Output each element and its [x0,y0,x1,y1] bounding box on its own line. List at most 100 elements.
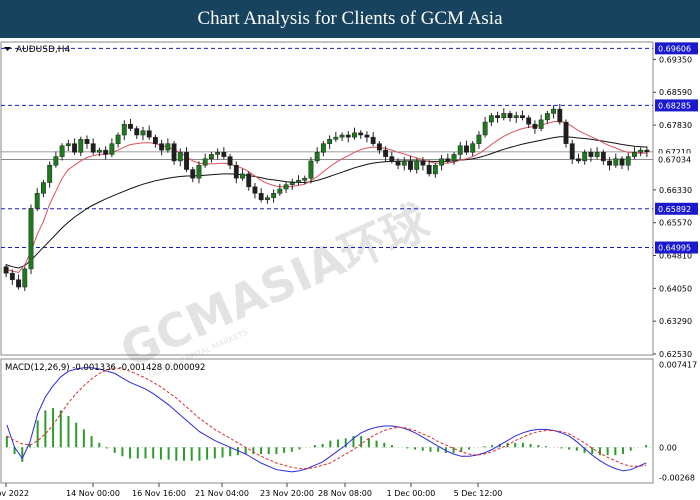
candle [644,149,650,153]
candle [65,143,71,147]
macd-tick-label: -0.00268 [659,473,695,482]
candle [582,152,588,162]
candle [389,156,395,162]
candle [358,132,364,136]
candle [22,268,28,288]
candle [426,164,432,175]
candle [563,121,569,144]
macd-tick-label: 0.007417 [659,360,697,369]
candle [90,143,96,153]
price-tick-label: 0.69350 [659,55,692,64]
candle [488,115,494,123]
candle [464,145,469,153]
candle [320,143,326,153]
macd-label: MACD(12,26,9) -0.001336 -0.001428 0.0000… [5,363,205,373]
level-price-label-bg [655,202,698,215]
price-tick-label: 0.64050 [659,284,692,293]
candle [632,152,637,157]
candle [395,160,401,166]
candle [59,145,65,157]
candle [445,158,451,162]
candle [277,188,283,194]
candle [376,143,382,151]
symbol-dropdown-icon[interactable] [4,47,11,51]
candle [215,152,221,155]
candle [202,158,208,166]
current-price-label-bg [655,153,698,166]
candle [115,134,121,144]
candle [3,266,9,274]
candle [588,152,594,157]
macd-panel-frame [0,358,654,484]
price-tick-label: 0.67830 [659,121,692,130]
candle [345,134,351,138]
candle [600,152,606,162]
candle [103,149,109,155]
candle [532,123,538,129]
candle [165,143,171,151]
price-tick-label: 0.64810 [659,252,692,261]
candle [482,121,488,136]
level-price-label-bg [655,99,698,112]
price-tick-label: 0.68590 [659,88,692,97]
candle [283,184,289,190]
level-price-label-bg [655,241,698,254]
symbol-label: AUDUSD,H4 [16,45,71,55]
candle [613,158,619,166]
candle [439,158,445,166]
candle [457,145,463,155]
level-price-label: 0.68285 [658,101,691,110]
time-tick-label: 9 Nov 2022 [0,489,29,498]
candle [569,143,575,160]
price-tick-label: 0.63290 [659,317,692,326]
candle [109,143,115,155]
candle [557,108,563,123]
candle [41,182,46,194]
candle [152,136,158,144]
time-tick-label: 14 Nov 00:00 [66,489,120,498]
price-panel-frame [0,41,654,356]
candle [619,158,625,166]
candle [34,193,40,209]
time-tick-label: 21 Nov 04:00 [195,489,249,498]
time-tick-label: 5 Dec 12:00 [454,489,503,498]
candle [296,180,301,183]
ma-slow-line [5,136,647,269]
level-price-label: 0.64995 [658,244,691,253]
level-price-label: 0.65892 [658,205,691,214]
candle [78,139,84,153]
candle [171,143,177,162]
candle [625,156,631,166]
candle [451,154,457,162]
candle [53,156,59,166]
candle [327,139,333,144]
candle [495,115,501,118]
candle [16,279,21,288]
candle [576,158,581,162]
candle [184,152,189,170]
candle [146,130,152,138]
candle [607,160,612,166]
candle [594,152,600,157]
candle [233,164,239,179]
candle [289,182,295,185]
time-tick-label: 28 Nov 08:00 [318,489,372,498]
candle [638,149,644,153]
chart-background [0,38,700,500]
candle [520,115,525,118]
candle [513,115,519,118]
candle [401,160,407,166]
candle [9,272,15,280]
candle [551,108,556,114]
candle [526,117,532,125]
candle [271,193,277,198]
candle [134,128,140,136]
current-price-label: 0.67034 [658,155,691,164]
candle [159,143,165,151]
candle [507,113,513,118]
candle [227,156,233,166]
candle [240,173,245,179]
time-tick-label: 23 Nov 20:00 [260,489,314,498]
current-price-label: 0.67210 [658,148,691,157]
candle [501,113,507,118]
